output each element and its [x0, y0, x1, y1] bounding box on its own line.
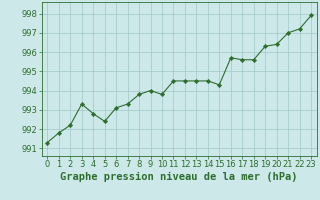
X-axis label: Graphe pression niveau de la mer (hPa): Graphe pression niveau de la mer (hPa) — [60, 172, 298, 182]
